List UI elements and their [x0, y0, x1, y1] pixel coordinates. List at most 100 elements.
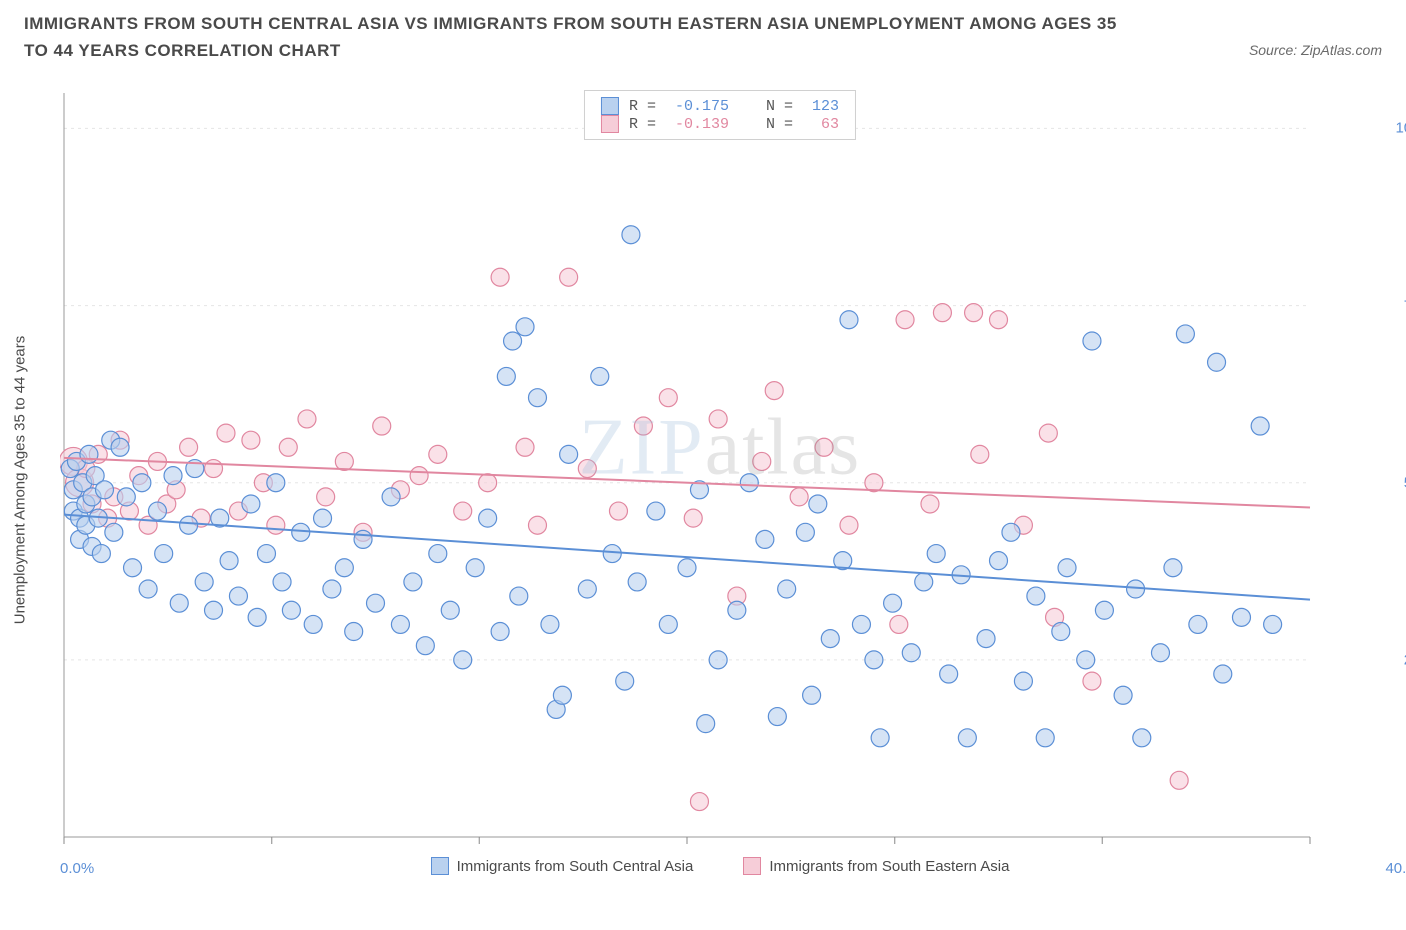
data-point [1036, 729, 1054, 747]
legend-item: Immigrants from South Eastern Asia [743, 857, 1009, 875]
legend-item: Immigrants from South Central Asia [431, 857, 694, 875]
data-point [504, 332, 522, 350]
data-point [454, 502, 472, 520]
data-point [958, 729, 976, 747]
data-point [367, 594, 385, 612]
data-point [164, 467, 182, 485]
data-point [990, 311, 1008, 329]
data-point [796, 523, 814, 541]
data-point [1027, 587, 1045, 605]
data-point [990, 552, 1008, 570]
data-point [111, 438, 129, 456]
data-point [1114, 686, 1132, 704]
data-point [373, 417, 391, 435]
data-point [282, 601, 300, 619]
data-point [267, 474, 285, 492]
data-point [1095, 601, 1113, 619]
data-point [609, 502, 627, 520]
data-point [740, 474, 758, 492]
data-point [391, 615, 409, 633]
data-point [790, 488, 808, 506]
data-point [80, 445, 98, 463]
legend-row: R = -0.139 N = 63 [601, 115, 839, 133]
data-point [768, 708, 786, 726]
data-point [92, 545, 110, 563]
data-point [902, 644, 920, 662]
data-point [778, 580, 796, 598]
data-point [180, 438, 198, 456]
data-point [304, 615, 322, 633]
data-point [815, 438, 833, 456]
data-point [803, 686, 821, 704]
data-point [354, 530, 372, 548]
data-point [709, 651, 727, 669]
data-point [429, 445, 447, 463]
data-point [242, 431, 260, 449]
data-point [697, 715, 715, 733]
data-point [528, 389, 546, 407]
data-point [1039, 424, 1057, 442]
data-point [180, 516, 198, 534]
data-point [195, 573, 213, 591]
data-point [553, 686, 571, 704]
data-point [616, 672, 634, 690]
data-point [429, 545, 447, 563]
data-point [1151, 644, 1169, 662]
data-point [105, 523, 123, 541]
data-point [634, 417, 652, 435]
data-point [242, 495, 260, 513]
data-point [317, 488, 335, 506]
data-point [659, 615, 677, 633]
data-point [678, 559, 696, 577]
data-point [1077, 651, 1095, 669]
data-point [865, 651, 883, 669]
data-point [298, 410, 316, 428]
data-point [578, 460, 596, 478]
data-point [915, 573, 933, 591]
data-point [220, 552, 238, 570]
data-point [382, 488, 400, 506]
data-point [273, 573, 291, 591]
data-point [809, 495, 827, 513]
data-point [541, 615, 559, 633]
data-point [884, 594, 902, 612]
data-point [95, 481, 113, 499]
data-point [1232, 608, 1250, 626]
data-point [1058, 559, 1076, 577]
data-point [1170, 771, 1188, 789]
data-point [927, 545, 945, 563]
data-point [257, 545, 275, 563]
chart-title: IMMIGRANTS FROM SOUTH CENTRAL ASIA VS IM… [24, 10, 1124, 64]
trend-line [64, 515, 1310, 600]
data-point [971, 445, 989, 463]
chart-container: Unemployment Among Ages 35 to 44 years Z… [60, 85, 1380, 875]
legend-row: R = -0.175 N = 123 [601, 97, 839, 115]
legend-swatch [601, 97, 619, 115]
data-point [1208, 353, 1226, 371]
data-point [410, 467, 428, 485]
data-point [840, 311, 858, 329]
data-point [479, 509, 497, 527]
data-point [684, 509, 702, 527]
data-point [1014, 672, 1032, 690]
data-point [416, 637, 434, 655]
data-point [622, 226, 640, 244]
data-point [628, 573, 646, 591]
data-point [852, 615, 870, 633]
data-point [454, 651, 472, 669]
data-point [821, 630, 839, 648]
data-point [229, 587, 247, 605]
scatter-plot [60, 85, 1380, 875]
data-point [516, 318, 534, 336]
data-point [1264, 615, 1282, 633]
data-point [560, 268, 578, 286]
data-point [940, 665, 958, 683]
data-point [117, 488, 135, 506]
data-point [560, 445, 578, 463]
data-point [314, 509, 332, 527]
data-point [148, 502, 166, 520]
data-point [139, 580, 157, 598]
data-point [516, 438, 534, 456]
data-point [345, 623, 363, 641]
data-point [217, 424, 235, 442]
